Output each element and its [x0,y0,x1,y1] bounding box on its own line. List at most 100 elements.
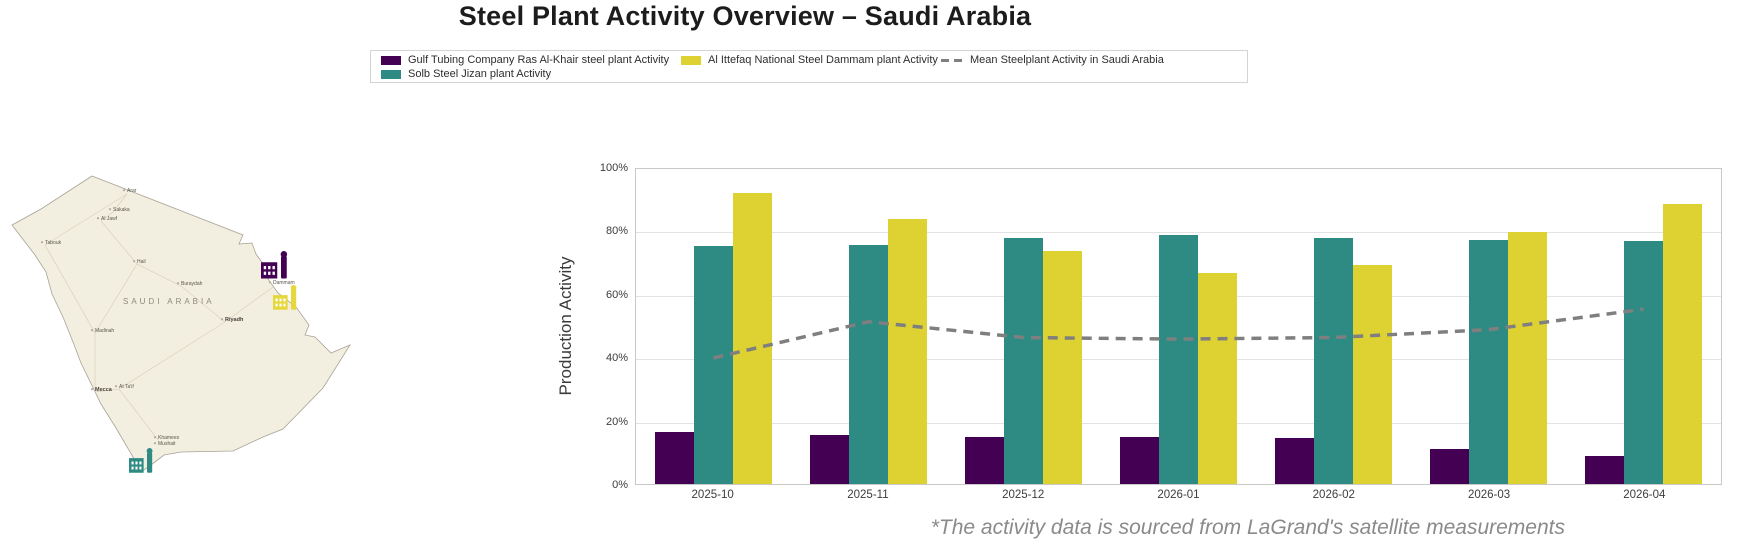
bar[interactable] [1663,203,1702,484]
factory-icon-part [131,461,134,465]
y-tick-label: 20% [605,415,628,428]
city-dot [114,385,118,388]
map-roads [44,193,274,441]
legend-label: Solb Steel Jizan plant Activity [408,68,552,80]
saudi-arabia-landmass [11,175,352,473]
factory-icon-part [135,461,138,465]
x-tick-label: 2025-12 [1002,489,1045,501]
map-city-labels: Arar Sakaka Al Jawf Tabouk Hail Buraydah Riyad… [40,188,295,447]
city-label: Al Jawf [101,216,118,222]
factory-icon-part [280,251,288,258]
city-dot [122,189,126,192]
factory-icon-part [283,298,286,302]
x-tick-label: 2026-03 [1467,489,1511,501]
bar[interactable] [1275,438,1314,484]
factory-icon-part [283,303,286,307]
bar[interactable] [1004,238,1043,484]
legend-label: Gulf Tubing Company Ras Al-Khair steel p… [408,54,670,66]
bar-group [791,169,946,484]
city-label: Arar [127,188,137,194]
factory-icon[interactable] [129,448,153,473]
bar[interactable] [1508,232,1547,484]
bar[interactable] [655,432,694,484]
city-dot [268,281,272,284]
factory-icon-part [146,448,153,454]
city-dot [90,329,94,332]
bar[interactable] [733,192,772,484]
legend-color-swatch [681,55,701,65]
city-label: Tabouk [45,240,62,246]
mean-activity-line[interactable] [713,307,1644,360]
city-dot [108,208,112,211]
city-dot [132,260,136,263]
factory-icon-part [279,303,282,307]
x-tick-label: 2025-10 [691,489,734,501]
city-dot [90,388,94,391]
factory-icon-part [272,266,275,270]
city-label: Khamees [158,435,180,441]
bar[interactable] [1624,241,1663,484]
factory-icon-part [268,266,271,270]
bar[interactable] [1469,239,1508,484]
bar[interactable] [1585,455,1624,484]
city-label: Riyadh [225,317,244,323]
factory-icon-part [268,271,271,275]
legend-item[interactable]: Mean Steelplant Activity in Saudi Arabia [941,54,1241,66]
y-tick-label: 0% [612,479,628,491]
bar-group [1411,169,1566,484]
x-tick-label: 2026-04 [1623,489,1666,501]
x-tick-label: 2026-01 [1157,489,1200,501]
bar-chart-plot-area [635,168,1722,485]
legend-color-swatch [381,55,401,65]
legend-label: Al Ittefaq National Steel Dammam plant A… [708,54,938,66]
factory-icon-part [131,466,134,470]
legend-item[interactable]: Al Ittefaq National Steel Dammam plant A… [681,54,941,66]
bar[interactable] [1198,272,1237,484]
mean-line-layer [713,307,1644,360]
y-tick-label: 60% [605,288,628,301]
factory-icon[interactable] [273,285,297,310]
bar[interactable] [1159,235,1198,484]
bar-group [1256,169,1411,484]
bar[interactable] [849,244,888,484]
x-tick-label: 2026-02 [1312,489,1355,501]
city-label: Madinah [95,328,114,334]
factory-icon-part [147,452,153,473]
factory-icon-part [279,298,282,302]
bar[interactable] [694,246,733,484]
bar[interactable] [810,435,849,484]
city-label: Dammam [273,280,295,286]
factory-icon-part [281,256,287,279]
factory-icon-part [263,271,267,275]
factory-icon-part [291,289,297,310]
city-dot [40,241,44,244]
gridline [636,232,1721,234]
bar[interactable] [888,219,927,484]
saudi-arabia-map: SAUDI ARABIA Arar Sakaka Al Jawf Tabouk Hail… [5,148,352,488]
country-outline: SAUDI ARABIA Arar Sakaka Al Jawf Tabouk Hail… [11,175,352,473]
legend-item[interactable]: Solb Steel Jizan plant Activity [381,68,681,80]
map-region-label: SAUDI ARABIA [123,297,215,306]
city-label: Mecca [95,387,113,393]
bar-group [946,169,1101,484]
factory-icon[interactable] [261,251,288,279]
bar[interactable] [1043,250,1082,484]
bar[interactable] [965,436,1004,484]
city-label: Mushait [158,441,176,447]
factory-icon-part [272,271,275,275]
city-label: Buraydah [181,281,203,287]
footnote: *The activity data is sourced from LaGra… [930,516,1565,539]
bar[interactable] [1353,265,1392,484]
factory-icon-part [275,298,278,302]
y-tick-label: 80% [605,225,628,238]
legend-item[interactable]: Gulf Tubing Company Ras Al-Khair steel p… [381,54,681,66]
bar-group [1101,169,1256,484]
bar[interactable] [1314,238,1353,484]
factory-icon-part [139,461,142,465]
bars-layer [636,169,1721,484]
factory-icon-part [273,295,288,310]
bar[interactable] [1430,449,1469,484]
factory-icon-part [261,262,278,279]
bar[interactable] [1120,436,1159,484]
city-dot [153,436,157,439]
